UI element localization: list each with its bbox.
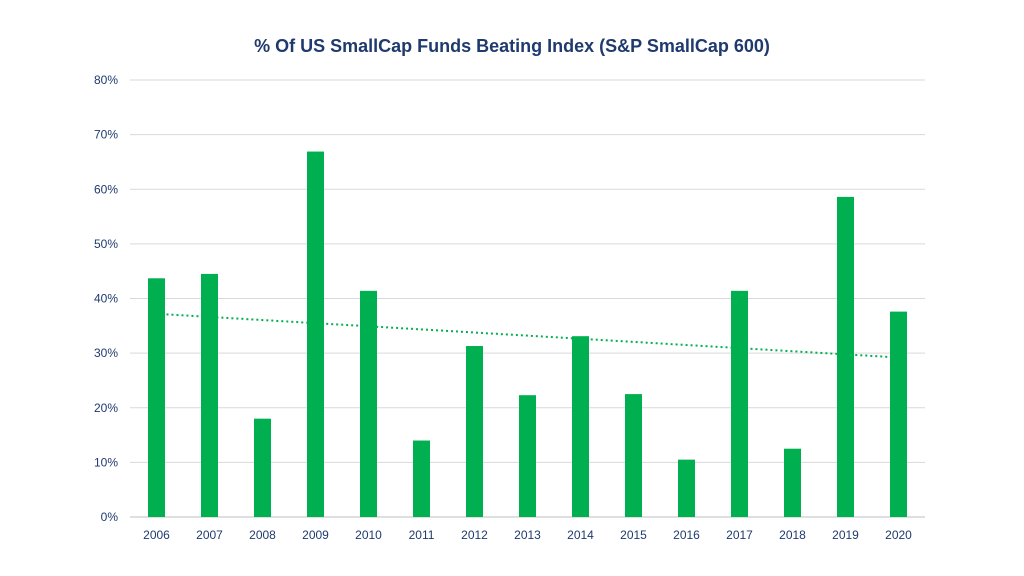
- x-tick-label: 2007: [196, 528, 223, 542]
- x-tick-label: 2014: [567, 528, 594, 542]
- bar: [466, 346, 483, 517]
- bar: [678, 459, 695, 517]
- x-tick-label: 2009: [302, 528, 329, 542]
- x-tick-label: 2006: [143, 528, 170, 542]
- x-tick-label: 2019: [832, 528, 859, 542]
- x-tick-label: 2017: [726, 528, 753, 542]
- bar: [519, 395, 536, 517]
- x-tick-label: 2020: [885, 528, 912, 542]
- bar: [148, 278, 165, 517]
- chart-title: % Of US SmallCap Funds Beating Index (S&…: [254, 36, 770, 56]
- x-tick-label: 2018: [779, 528, 806, 542]
- bar: [572, 336, 589, 517]
- bar: [837, 196, 854, 517]
- y-tick-label: 80%: [94, 73, 118, 87]
- x-tick-label: 2016: [673, 528, 700, 542]
- bar: [360, 290, 377, 517]
- y-tick-label: 10%: [94, 455, 118, 469]
- trendline: [156, 312, 899, 359]
- x-tick-label: 2011: [409, 528, 435, 542]
- bar: [254, 418, 271, 517]
- bar: [731, 290, 748, 517]
- bar: [307, 151, 324, 517]
- x-tick-label: 2015: [620, 528, 647, 542]
- y-tick-label: 0%: [101, 510, 119, 524]
- bar: [201, 273, 218, 517]
- x-tick-label: 2013: [514, 528, 541, 542]
- bar: [625, 394, 642, 517]
- x-tick-label: 2010: [355, 528, 382, 542]
- x-tick-label: 2012: [461, 528, 488, 542]
- y-tick-label: 40%: [94, 292, 118, 306]
- bar: [784, 448, 801, 517]
- y-tick-label: 50%: [94, 237, 118, 251]
- y-tick-label: 20%: [94, 401, 118, 415]
- y-tick-label: 30%: [94, 346, 118, 360]
- y-tick-label: 70%: [94, 128, 118, 142]
- bar: [413, 440, 430, 517]
- x-tick-label: 2008: [249, 528, 276, 542]
- y-tick-label: 60%: [94, 182, 118, 196]
- bar: [890, 311, 907, 517]
